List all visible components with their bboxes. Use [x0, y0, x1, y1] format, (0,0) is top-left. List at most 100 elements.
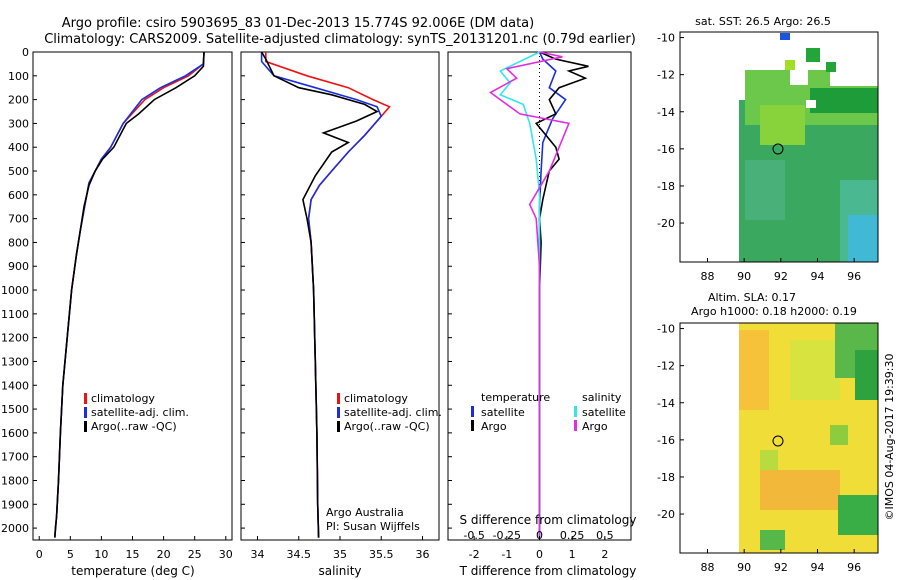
- lat-tick-label: -10: [657, 32, 675, 45]
- x-axes: 0 5 10 15 20 25 30 34 34.5 35 35.5 36 -2 -1 0 1 2 -0.5 -0.…: [36, 529, 614, 561]
- temperature-panel-frame: [32, 51, 233, 541]
- depth-tick-label: 1800: [1, 474, 29, 487]
- difference-axis-label: T difference from climatology: [459, 564, 637, 578]
- depth-tick-label: 1700: [1, 451, 29, 464]
- depth-tick-label: 700: [8, 213, 29, 226]
- legend-label-argo: Argo(..raw -QC): [91, 420, 177, 433]
- sla-field-lime-c: [790, 340, 840, 400]
- depth-tick-label: 800: [8, 236, 29, 249]
- sst-field-patch-nw: [760, 105, 805, 145]
- salinity-axis-label: salinity: [318, 564, 361, 578]
- lon-tick-label: 92: [774, 270, 788, 283]
- x-tick-label: 2: [601, 548, 608, 561]
- sla-map: [679, 322, 879, 554]
- lon-tick-label: 92: [774, 561, 788, 574]
- lon-tick-label: 96: [847, 561, 861, 574]
- legend-label-climatology: climatology: [344, 392, 408, 405]
- s-tick-label: 0.25: [560, 529, 585, 542]
- series-line-satellite-adj-clim: [54, 51, 205, 538]
- sla-field-spot-mid: [830, 425, 848, 445]
- depth-tick-label: 1600: [1, 427, 29, 440]
- lon-tick-label: 94: [811, 561, 825, 574]
- sla-field-green-se: [838, 495, 878, 535]
- sst-patch-green-1: [806, 48, 820, 62]
- s-tick-label: 0.5: [596, 529, 614, 542]
- sla-argo-location-marker: [772, 435, 784, 447]
- depth-tick-label: 1300: [1, 355, 29, 368]
- lat-tick-label: -14: [657, 397, 675, 410]
- legend-swatch-satellite: [84, 407, 87, 418]
- depth-axis: 0 100 200 300 400 500 600 700 800 900 1000 1100 1200…: [1, 46, 452, 535]
- legend-label-s-argo: Argo: [582, 420, 608, 433]
- series-line-salinity-satellite: [498, 51, 541, 538]
- legend-swatch-t-satellite: [471, 406, 474, 417]
- lat-tick-label: -12: [657, 69, 675, 82]
- sst-field-green-band: [810, 88, 878, 113]
- sla-map-axes: -10 -12 -14 -16 -18 -20 88 90 92 94 96: [657, 323, 861, 574]
- lat-tick-label: -16: [657, 143, 675, 156]
- x-tick-label: 0: [536, 548, 543, 561]
- x-tick-label: 1: [569, 548, 576, 561]
- legend-label-satellite: satellite-adj. clim.: [91, 406, 189, 419]
- series-line-temperature-argo: [534, 51, 589, 538]
- lat-tick-label: -16: [657, 434, 675, 447]
- sst-cloud-gap-2: [830, 70, 878, 86]
- lat-tick-label: -18: [657, 180, 675, 193]
- depth-tick-label: 900: [8, 260, 29, 273]
- x-tick-label: 0: [36, 548, 43, 561]
- sla-map-frame: [679, 322, 879, 554]
- series-line-climatology: [264, 52, 391, 538]
- depth-tick-label: 1900: [1, 498, 29, 511]
- sst-cloud-gap-1: [790, 70, 808, 85]
- lon-tick-label: 94: [811, 270, 825, 283]
- x-tick-label: 35.5: [369, 548, 394, 561]
- sla-map-title2: Argo h1000: 0.18 h2000: 0.19: [691, 305, 857, 318]
- lat-tick-label: -20: [657, 217, 675, 230]
- legend-title-salinity: salinity: [582, 391, 622, 404]
- legend-label-argo: Argo(..raw -QC): [344, 420, 430, 433]
- series-line-satellite-adj-clim: [260, 52, 383, 538]
- depth-tick-label: 1500: [1, 403, 29, 416]
- s-tick-label: -0.25: [493, 529, 521, 542]
- sla-field-green-e: [855, 350, 878, 400]
- sla-field-spot-sw: [760, 450, 778, 470]
- depth-tick-label: 1200: [1, 332, 29, 345]
- profile-lines: [54, 51, 589, 538]
- x-tick-label: 20: [157, 548, 171, 561]
- series-line-salinity-argo: [489, 51, 571, 538]
- sst-map-title: sat. SST: 26.5 Argo: 26.5: [695, 15, 831, 28]
- series-line-temperature-satellite: [538, 51, 567, 538]
- legend-swatch-s-argo: [574, 420, 577, 431]
- lon-tick-label: 90: [737, 561, 751, 574]
- salinity-legend: climatology satellite-adj. clim. Argo(..…: [337, 392, 442, 433]
- x-tick-label: 34: [251, 548, 265, 561]
- salinity-panel-frame: [240, 51, 440, 541]
- temperature-axis-label: temperature (deg C): [71, 564, 194, 578]
- legend-label-s-satellite: satellite: [582, 406, 626, 419]
- depth-tick-label: 200: [8, 94, 29, 107]
- legend-label-climatology: climatology: [91, 392, 155, 405]
- lat-tick-label: -14: [657, 106, 675, 119]
- depth-tick-label: 600: [8, 189, 29, 202]
- salinity-credit-line2: PI: Susan Wijffels: [326, 520, 420, 533]
- header-title-line2: Climatology: CARS2009. Satellite-adjuste…: [44, 32, 636, 47]
- legend-swatch-s-satellite: [574, 406, 577, 417]
- temperature-legend: climatology satellite-adj. clim. Argo(..…: [84, 392, 189, 433]
- imos-timestamp: ©IMOS 04-Aug-2017 19:39:30: [883, 354, 896, 521]
- series-line-argo: [260, 51, 379, 538]
- lat-tick-label: -18: [657, 471, 675, 484]
- legend-label-satellite: satellite-adj. clim.: [344, 406, 442, 419]
- legend-title-temperature: temperature: [481, 391, 550, 404]
- legend-swatch-satellite: [337, 407, 340, 418]
- x-tick-label: 5: [67, 548, 74, 561]
- lat-tick-label: -12: [657, 360, 675, 373]
- depth-tick-label: 1000: [1, 284, 29, 297]
- lon-tick-label: 88: [701, 561, 715, 574]
- legend-label-t-argo: Argo: [481, 420, 507, 433]
- lon-tick-label: 88: [701, 270, 715, 283]
- depth-tick-label: 400: [8, 141, 29, 154]
- s-tick-label: -0.5: [463, 529, 484, 542]
- legend-swatch-climatology: [337, 393, 340, 404]
- sst-map-axes: -10 -12 -14 -16 -18 -20 88 90 92 94 96: [657, 32, 861, 283]
- sst-map: [679, 31, 879, 263]
